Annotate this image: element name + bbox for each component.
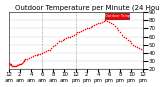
Point [89,26,92,27]
Point [126,39,129,40]
Point [11,65,14,67]
Text: Outdoor Temperature per Minute (24 Hours): Outdoor Temperature per Minute (24 Hours… [15,4,160,11]
Point [112,23,114,25]
Text: Outdoor Temp: Outdoor Temp [104,14,130,18]
Point [23,60,26,61]
Point [30,56,32,58]
Point [14,65,16,67]
Point [43,51,45,53]
Point [71,35,73,36]
Point [63,38,66,40]
Point [32,55,34,57]
Point [58,41,60,42]
Point [134,46,136,47]
Point [41,52,43,54]
Point [28,57,30,58]
Point [117,29,120,31]
Point [80,30,83,31]
Point [48,49,51,50]
Point [15,65,17,67]
Point [99,22,101,23]
Point [52,46,55,47]
Point [138,47,140,49]
Point [140,48,142,50]
Point [119,32,122,33]
Point [69,36,71,37]
Point [54,44,56,45]
Point [74,33,77,35]
Point [121,34,123,36]
Point [13,65,16,67]
Point [136,46,138,48]
Point [10,64,13,66]
Point [12,65,15,67]
Point [24,59,27,60]
Point [21,61,24,63]
Point [93,24,96,26]
Point [72,34,75,36]
Point [20,63,22,64]
Point [20,62,23,63]
Point [26,58,28,59]
Point [22,60,25,62]
Point [65,37,68,39]
Point [113,25,116,27]
Point [97,23,99,24]
Point [76,32,79,33]
Point [100,21,103,22]
Point [84,28,86,30]
Point [78,31,81,32]
Point [50,47,53,49]
Point [45,51,47,52]
Point [9,64,12,65]
Point [91,25,94,27]
Point [7,62,10,63]
Point [37,53,40,54]
Point [19,63,21,64]
Point [128,41,131,42]
Point [130,42,133,44]
Point [115,28,118,29]
Point [33,55,36,56]
Point [104,19,107,21]
Point [132,44,135,45]
Point [95,23,97,25]
Point [106,20,108,22]
Point [18,64,20,65]
Point [87,27,90,28]
Point [60,40,62,41]
Point [82,29,84,31]
Bar [105,13,129,19]
Point [85,28,88,29]
Point [16,64,18,66]
Point [110,22,112,23]
Point [35,54,38,55]
Point [39,53,42,54]
Point [125,37,127,39]
Point [67,37,69,38]
Point [56,42,58,44]
Point [8,63,11,64]
Point [8,63,10,64]
Point [9,64,11,65]
Point [46,50,49,51]
Point [123,36,125,37]
Point [17,64,19,66]
Point [61,39,64,40]
Point [102,20,105,22]
Point [108,21,110,22]
